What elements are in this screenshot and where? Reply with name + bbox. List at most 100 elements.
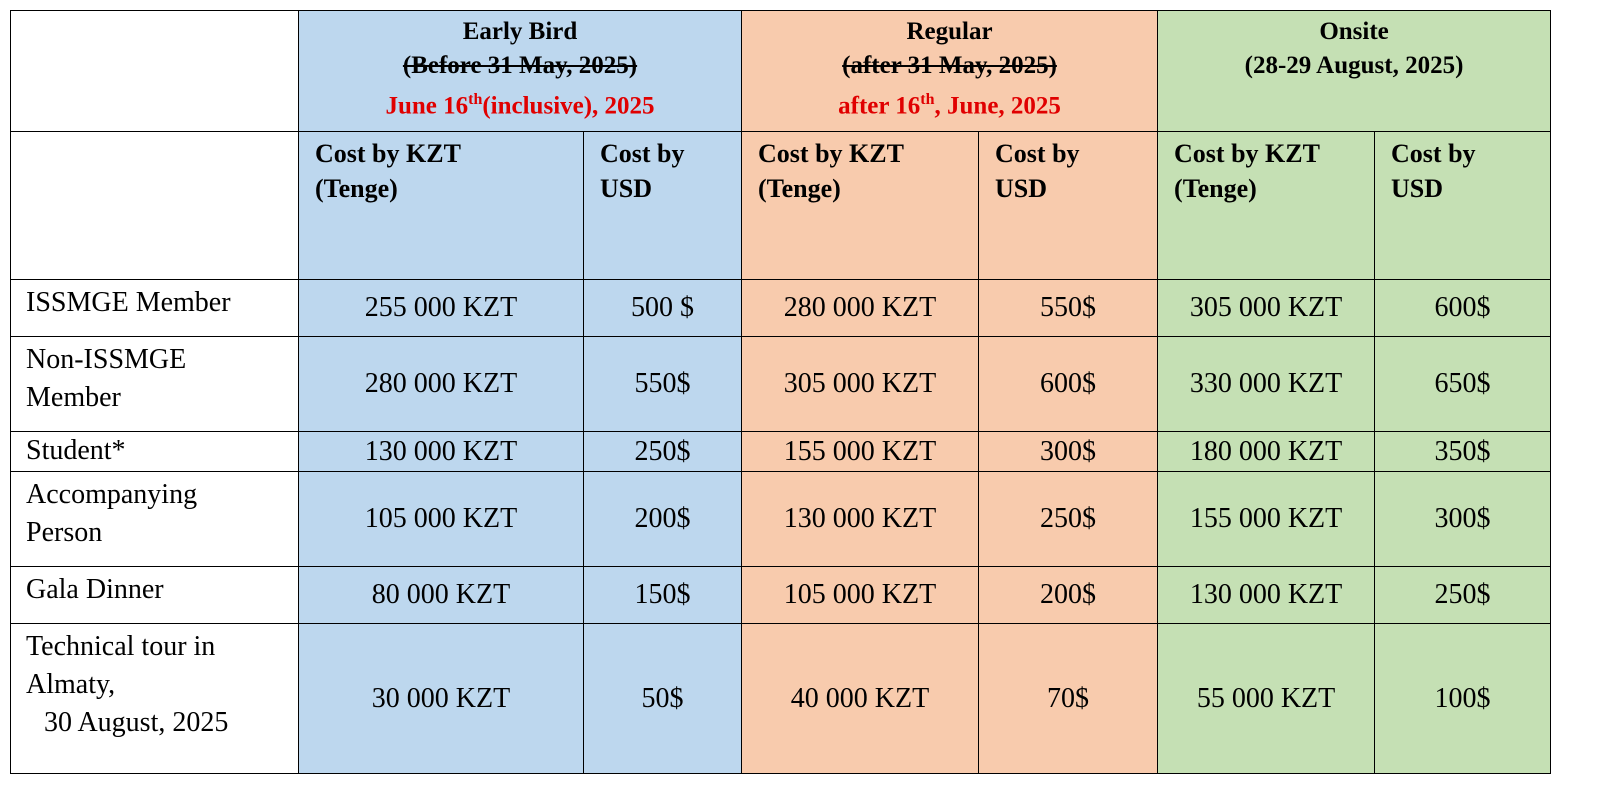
new-date-part: after 16: [838, 92, 921, 120]
row-label: Non-ISSMGE: [26, 344, 187, 375]
subheader-line: (Tenge): [1174, 174, 1257, 203]
data-row: Non-ISSMGE Member 280 000 KZT 550$ 305 000 K…: [10, 336, 1552, 432]
group-title: Early Bird: [462, 18, 578, 45]
group-header: Onsite (28-29 August, 2025): [1157, 10, 1552, 132]
price-cell: 200$: [978, 566, 1159, 624]
new-date-sup: th: [920, 91, 935, 108]
price-cell: 130 000 KZT: [298, 431, 584, 472]
price-cell: 50$: [582, 623, 743, 774]
subheader-line: USD: [1391, 174, 1444, 203]
subheader-line: Cost by KZT: [315, 139, 461, 168]
price-cell: 200$: [582, 471, 743, 567]
new-date: after 16th, June, 2025: [742, 83, 1157, 123]
subheader-line: Cost by KZT: [758, 139, 904, 168]
data-row: ISSMGE Member 255 000 KZT 500 $280 000 KZT…: [10, 279, 1552, 337]
price-cell: 550$: [978, 279, 1159, 337]
row-label: Member: [26, 382, 121, 413]
price-cell: 100$: [1374, 623, 1552, 774]
price-cell: 255 000 KZT: [298, 279, 584, 337]
subheader-line: Cost by: [1391, 139, 1476, 168]
new-date-part: , June, 2025: [934, 92, 1061, 120]
group-title: Onsite: [1319, 18, 1389, 45]
row-label: Technical tour in: [26, 631, 216, 662]
subheader-line: Cost by: [995, 139, 1080, 168]
price-cell: 500 $: [582, 279, 743, 337]
price-cell: 130 000 KZT: [1157, 566, 1376, 624]
new-date-sup: th: [468, 91, 483, 108]
old-date-text: (after 31 May, 2025): [842, 52, 1057, 79]
new-date: June 16th(inclusive), 2025: [299, 83, 741, 123]
data-row: Student* 130 000 KZT 250$ 155 000 KZT 300$ 18…: [10, 431, 1552, 472]
price-cell: 300$: [978, 431, 1159, 472]
price-cell: 250$: [582, 431, 743, 472]
subheader-line: (Tenge): [758, 174, 841, 203]
price-cell: 40 000 KZT: [741, 623, 980, 774]
price-cell: 330 000 KZT: [1157, 336, 1376, 432]
group-date: (28-29 August, 2025): [1244, 52, 1464, 79]
row-label-cell: Student*: [10, 431, 299, 472]
subheader: Cost by USD: [978, 131, 1159, 280]
new-date-part: June 16: [385, 92, 469, 120]
row-label-cell: Accompanying Person: [10, 471, 299, 567]
price-cell: 550$: [582, 336, 743, 432]
price-cell: 105 000 KZT: [741, 566, 980, 624]
old-date-text: (Before 31 May, 2025): [402, 52, 638, 79]
price-cell: 105 000 KZT: [298, 471, 584, 567]
subheader: Cost by KZT (Tenge): [741, 131, 980, 280]
price-cell: 305 000 KZT: [1157, 279, 1376, 337]
subheader-line: Cost by KZT: [1174, 139, 1320, 168]
corner-cell: [10, 131, 299, 280]
subheader: Cost by KZT (Tenge): [298, 131, 584, 280]
price-cell: 250$: [1374, 566, 1552, 624]
price-cell: 305 000 KZT: [741, 336, 980, 432]
group-header: Regular (after 31 May, 2025) after 16th, J…: [741, 10, 1159, 132]
price-cell: 600$: [978, 336, 1159, 432]
row-label-cell: Gala Dinner: [10, 566, 299, 624]
subheader-line: Cost by: [600, 139, 685, 168]
row-label: Student*: [26, 435, 126, 466]
row-label: Person: [26, 517, 103, 548]
data-row: Technical tour in Almaty, 30 August, 2025 3…: [10, 623, 1552, 774]
row-label: Accompanying: [26, 479, 198, 510]
subheader-line: USD: [600, 174, 653, 203]
row-label: Almaty,: [26, 669, 116, 700]
row-label-cell: Technical tour in Almaty, 30 August, 2025: [10, 623, 299, 774]
old-date: (after 31 May, 2025): [742, 49, 1157, 83]
subheader: Cost by USD: [1374, 131, 1552, 280]
subheader-row: Cost by KZT (Tenge) Cost by USD Cost by KZT (…: [10, 131, 1552, 280]
group-header: Early Bird (Before 31 May, 2025) June 16th…: [297, 10, 743, 132]
price-cell: 650$: [1374, 336, 1552, 432]
fee-table: Early Bird (Before 31 May, 2025) June 16th…: [10, 10, 1552, 774]
price-cell: 30 000 KZT: [298, 623, 584, 774]
row-label: 30 August, 2025: [44, 707, 229, 738]
price-cell: 155 000 KZT: [1157, 471, 1376, 567]
price-cell: 70$: [978, 623, 1159, 774]
new-date-part: (inclusive), 2025: [482, 92, 655, 120]
price-cell: 280 000 KZT: [298, 336, 584, 432]
price-cell: 80 000 KZT: [298, 566, 584, 624]
price-cell: 130 000 KZT: [741, 471, 980, 567]
price-cell: 55 000 KZT: [1157, 623, 1376, 774]
header-row: Early Bird (Before 31 May, 2025) June 16th…: [10, 10, 1552, 132]
subheader-line: USD: [995, 174, 1048, 203]
row-label: ISSMGE Member: [26, 287, 231, 318]
corner-cell: [10, 10, 299, 132]
price-cell: 280 000 KZT: [741, 279, 980, 337]
price-cell: 300$: [1374, 471, 1552, 567]
subheader: Cost by USD: [582, 131, 743, 280]
price-cell: 150$: [582, 566, 743, 624]
group-title: Regular: [906, 18, 993, 45]
price-cell: 155 000 KZT: [741, 431, 980, 472]
old-date: (Before 31 May, 2025): [299, 49, 741, 83]
data-row: Gala Dinner 80 000 KZT 150$ 105 000 KZT 200$…: [10, 566, 1552, 624]
row-label-cell: Non-ISSMGE Member: [10, 336, 299, 432]
price-cell: 600$: [1374, 279, 1552, 337]
subheader: Cost by KZT (Tenge): [1157, 131, 1376, 280]
row-label-cell: ISSMGE Member: [10, 279, 299, 337]
data-row: Accompanying Person 105 000 KZT 200$ 130 000…: [10, 471, 1552, 567]
subheader-line: (Tenge): [315, 174, 398, 203]
row-label: Gala Dinner: [26, 574, 164, 605]
price-cell: 180 000 KZT: [1157, 431, 1376, 472]
price-cell: 250$: [978, 471, 1159, 567]
